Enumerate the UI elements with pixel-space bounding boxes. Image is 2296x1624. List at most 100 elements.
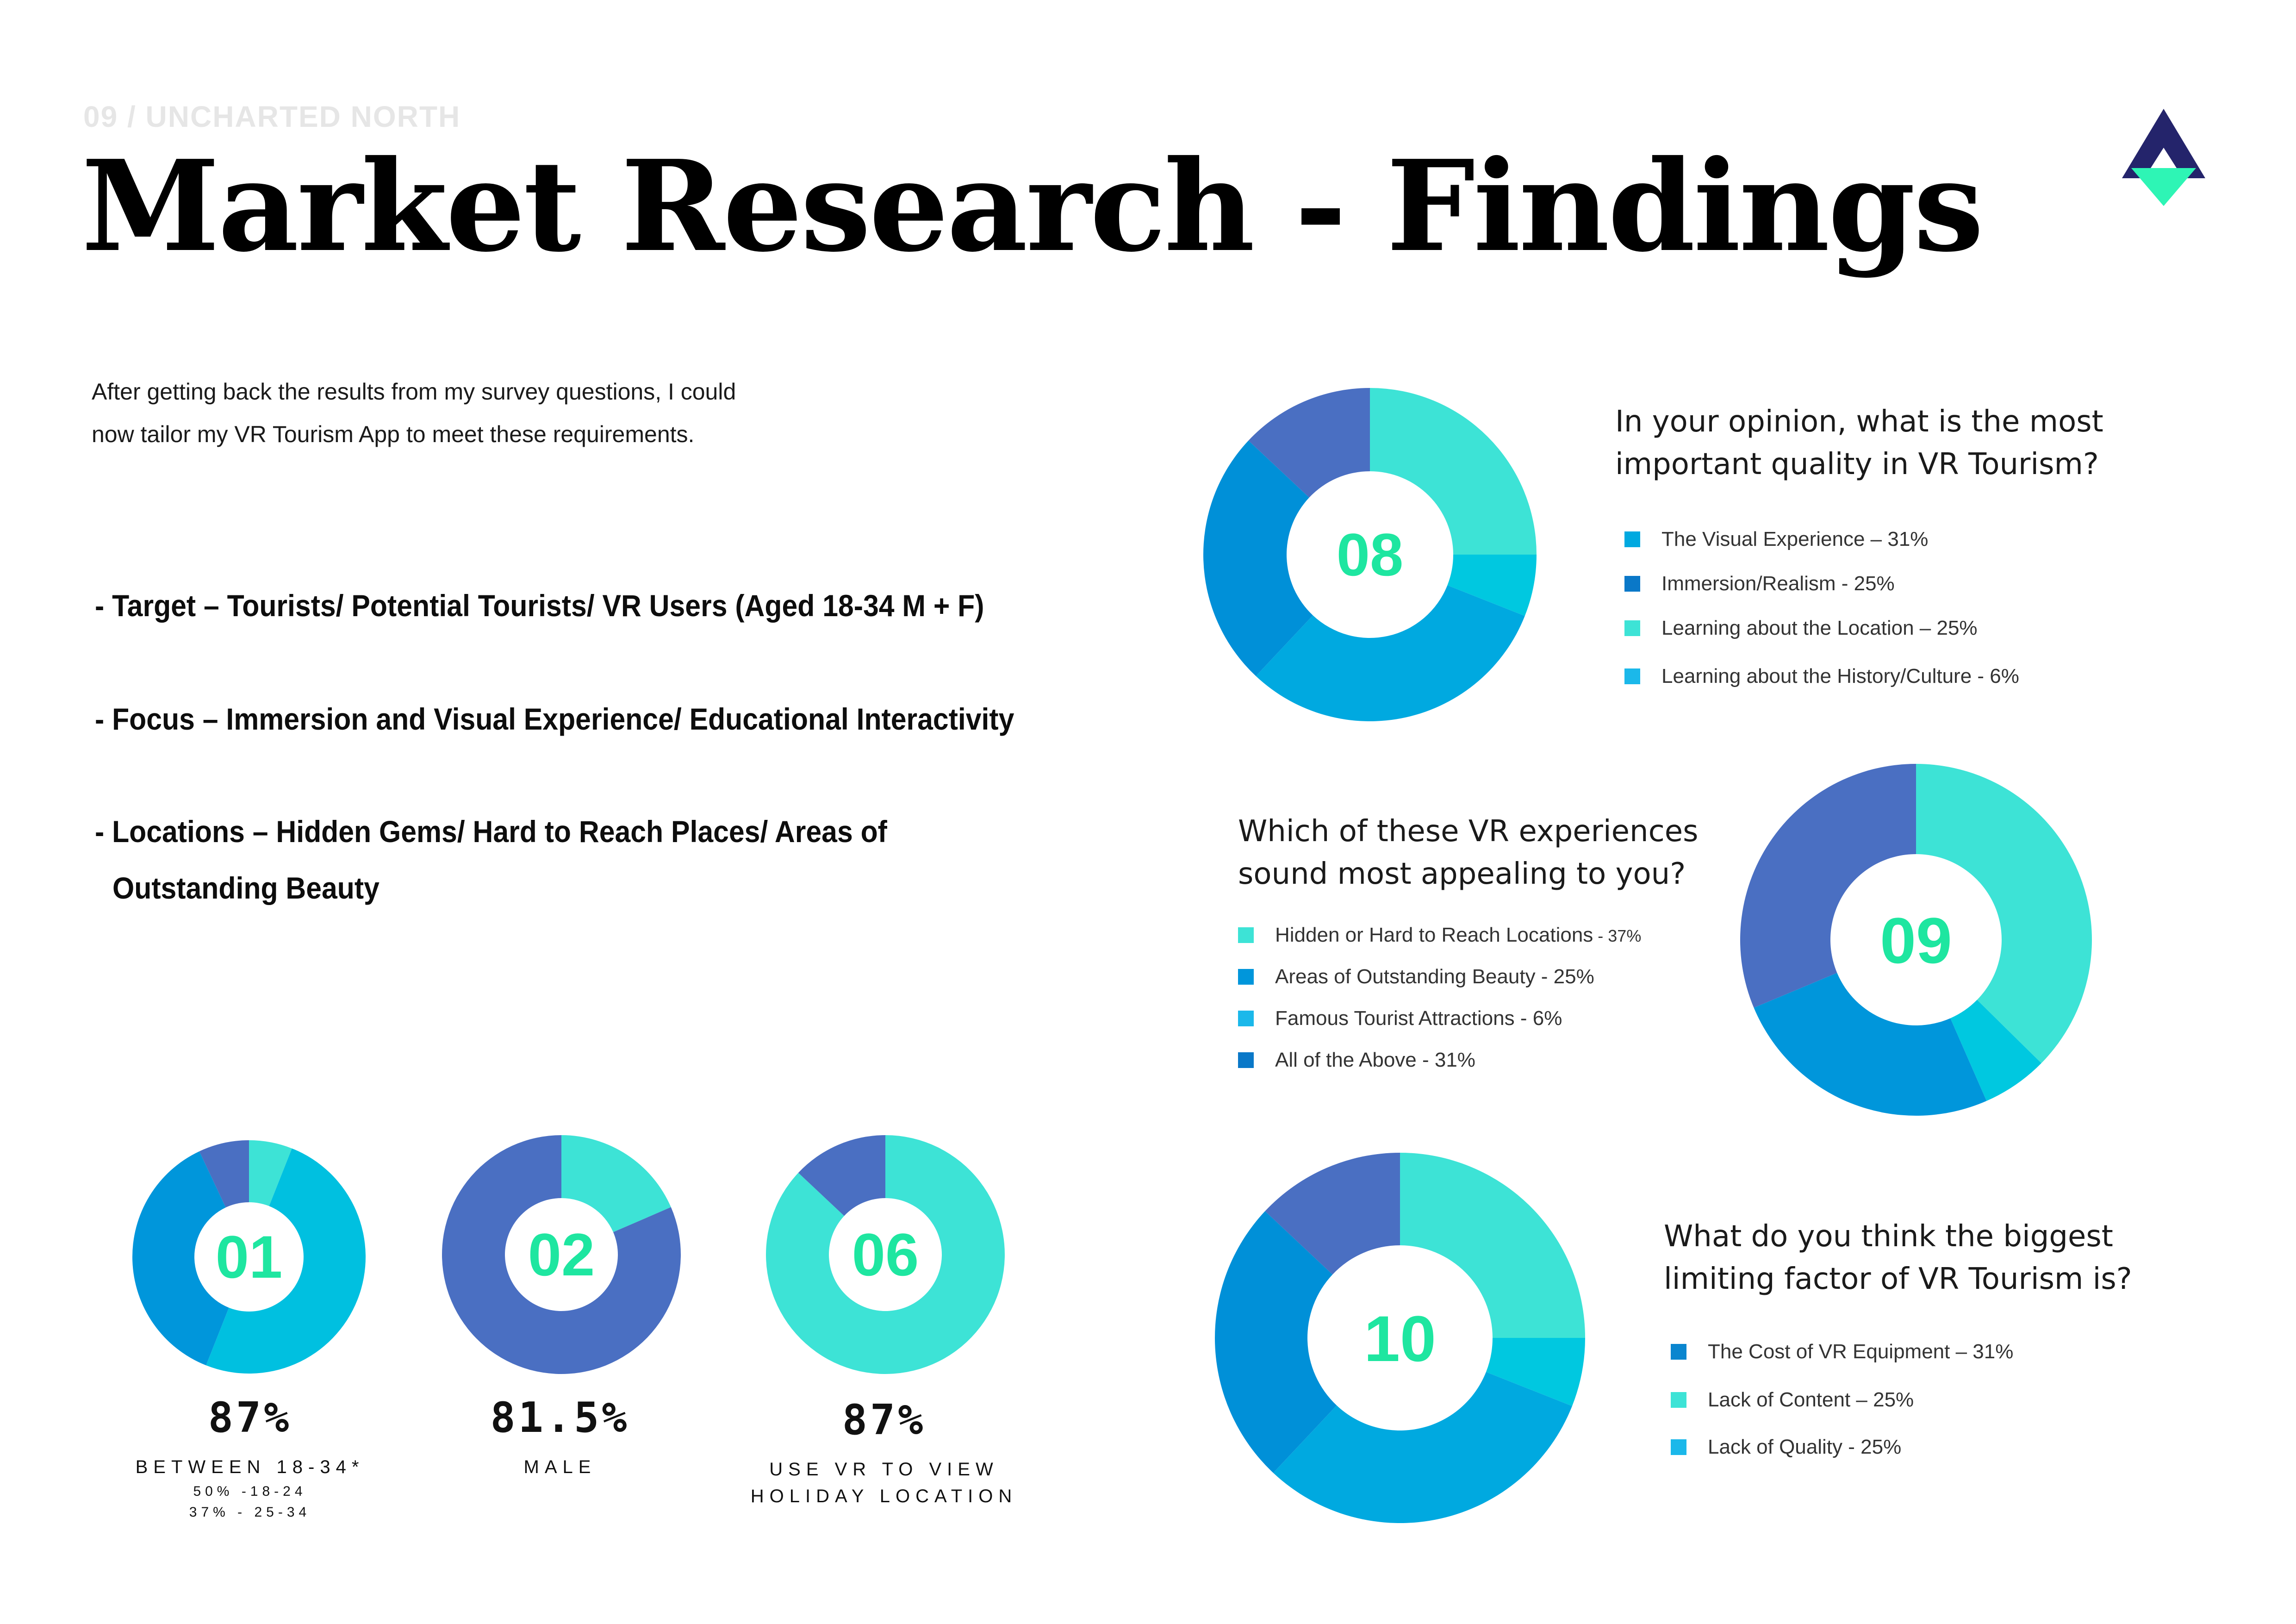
donut-08-slice-5 [1248,388,1370,498]
donut-09-slices [1740,764,2092,1116]
intro-line-2: now tailor my VR Tourism App to meet the… [92,421,695,447]
bullet-target: - Target – Tourists/ Potential Tourists/… [95,588,984,623]
question-10-line-1: What do you think the biggest [1664,1219,2113,1254]
intro-text: After getting back the results from my s… [92,370,832,456]
question-09-line-1: Which of these VR experiences [1238,814,1699,849]
section-label: 09 / UNCHARTED NORTH [83,100,461,133]
legend-10: The Cost of VR Equipment – 31% Lack of C… [1671,1340,2226,1479]
donut-chart-06: 06 [766,1135,1005,1374]
donut-01-slice-1 [249,1140,292,1206]
donut-10-slice-5 [1265,1153,1400,1275]
legend-08-label-2: Immersion/Realism - 25% [1661,572,1895,595]
donut-01-slices [132,1140,366,1374]
legend-08-swatch-1 [1624,531,1640,547]
legend-10-item-1: The Cost of VR Equipment – 31% [1671,1340,2013,1363]
legend-09-label-3: Famous Tourist Attractions - 6% [1275,1007,1562,1030]
legend-09-swatch-3 [1238,1011,1254,1026]
legend-08-item-2: Immersion/Realism - 25% [1624,572,1895,595]
intro-line-1: After getting back the results from my s… [92,379,736,405]
question-10: What do you think the biggest limiting f… [1664,1215,2265,1300]
legend-09-swatch-4 [1238,1052,1254,1068]
donut-08-slice-4 [1203,440,1313,676]
question-09: Which of these VR experiences sound most… [1238,810,1793,895]
legend-09-item-3: Famous Tourist Attractions - 6% [1238,1007,1562,1030]
legend-09-suffix-1: - 37% [1593,926,1642,945]
donut-chart-09: 09 [1740,764,2092,1116]
legend-10-swatch-3 [1671,1439,1686,1455]
legend-10-label-1: The Cost of VR Equipment – 31% [1708,1340,2014,1363]
donut-01-center-label: 01 [216,1223,283,1291]
page-title: Market Research - Findings [81,132,1984,280]
donut-09-slice-1 [1916,764,2092,1063]
legend-09-item-4: All of the Above - 31% [1238,1049,1475,1072]
donut-09-slice-3 [1754,973,1987,1116]
donut-02-slices [442,1135,681,1374]
stat-01-label: BETWEEN 18-34* [135,1457,365,1477]
legend-09-label-4: All of the Above - 31% [1275,1049,1475,1071]
donut-chart-08: 08 [1203,388,1537,721]
legend-08-label-4: Learning about the History/Culture - 6% [1661,665,2019,687]
donut-08-slice-1 [1370,388,1537,555]
legend-08-item-1: The Visual Experience – 31% [1624,528,1928,551]
legend-10-swatch-1 [1671,1344,1686,1360]
legend-08-item-3: Learning about the Location – 25% [1624,617,1978,640]
donut-01-slice-4 [199,1140,249,1208]
donut-01-slice-2 [206,1148,366,1374]
question-08-line-1: In your opinion, what is the most [1615,405,2103,439]
legend-09-label-2: Areas of Outstanding Beauty - 25% [1275,965,1594,988]
legend-09-swatch-2 [1238,969,1254,985]
donut-chart-10: 10 [1215,1153,1585,1523]
legend-10-swatch-2 [1671,1392,1686,1408]
donut-10-slice-2 [1486,1338,1585,1406]
legend-08-item-4: Learning about the History/Culture - 6% [1624,665,2019,688]
stat-01-sub-1: 50% -18-24 [193,1484,307,1499]
logo-navy-shape [2122,109,2205,178]
question-08: In your opinion, what is the most import… [1615,400,2217,486]
legend-10-label-3: Lack of Quality - 25% [1708,1436,1902,1458]
bullet-focus: - Focus – Immersion and Visual Experienc… [95,702,1014,736]
legend-08-swatch-3 [1624,620,1640,636]
donut-08-slice-2 [1447,555,1537,616]
donut-chart-02: 02 [442,1135,681,1374]
legend-10-label-2: Lack of Content – 25% [1708,1388,1914,1411]
donut-02-slice-2 [442,1135,681,1374]
donut-06-slice-2 [798,1135,885,1216]
donut-02-center-label: 02 [528,1221,595,1288]
legend-08-label-1: The Visual Experience – 31% [1661,528,1929,550]
stat-01-sub-2: 37% - 25-34 [189,1505,311,1520]
legend-09-item-2: Areas of Outstanding Beauty - 25% [1238,965,1594,988]
stat-06-label-line-1: USE VR TO VIEW [769,1459,999,1480]
donut-09-slice-2 [1950,999,2041,1101]
question-09-line-2: sound most appealing to you? [1238,857,1686,891]
donut-02-slice-1 [561,1135,671,1232]
legend-10-item-2: Lack of Content – 25% [1671,1388,1914,1412]
donut-06-slices [766,1135,1005,1374]
stat-06-label: USE VR TO VIEW HOLIDAY LOCATION [722,1456,1046,1510]
donut-08-center-label: 08 [1337,521,1404,588]
legend-09-label-1: Hidden or Hard to Reach Locations [1275,924,1593,946]
donut-10-slices [1215,1153,1585,1523]
donut-08-slice-3 [1256,585,1525,721]
donut-10-center-label: 10 [1364,1302,1436,1375]
legend-08-label-3: Learning about the Location – 25% [1661,617,1978,639]
donut-01-slice-3 [132,1151,229,1366]
question-08-line-2: important quality in VR Tourism? [1615,447,2099,481]
stat-06-value: 87% [842,1396,926,1444]
donut-10-slice-3 [1273,1372,1572,1523]
donut-chart-01: 01 [132,1140,366,1374]
stat-06-label-line-2: HOLIDAY LOCATION [750,1486,1018,1506]
legend-09-item-1: Hidden or Hard to Reach Locations - 37% [1238,924,1641,947]
donut-06-slice-1 [766,1135,1005,1374]
donut-09-center-label: 09 [1880,904,1952,977]
legend-08-swatch-4 [1624,668,1640,684]
stat-02-label: MALE [523,1457,597,1477]
bullet-locations-continued: Outstanding Beauty [112,871,380,905]
stat-01-value: 87% [208,1393,292,1442]
logo-green-shape [2131,168,2196,206]
legend-09: Hidden or Hard to Reach Locations - 37% … [1238,924,1747,1081]
question-10-line-2: limiting factor of VR Tourism is? [1664,1262,2132,1296]
stat-02-value: 81.5% [490,1393,630,1442]
legend-10-item-3: Lack of Quality - 25% [1671,1436,1901,1459]
legend-08-swatch-2 [1624,576,1640,592]
donut-10-slice-1 [1400,1153,1585,1338]
